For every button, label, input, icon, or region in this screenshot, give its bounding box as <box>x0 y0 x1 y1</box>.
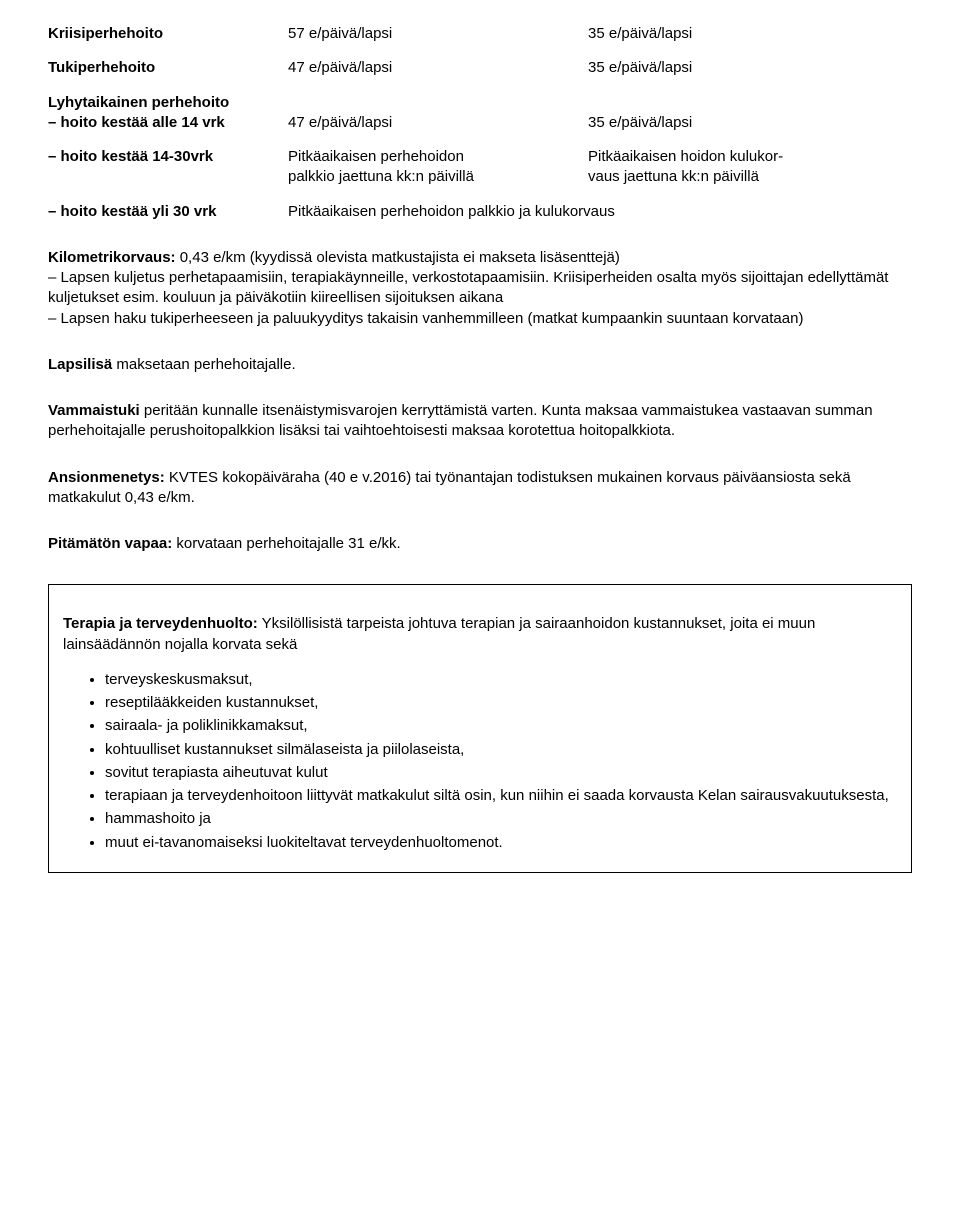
text-km-1: 0,43 e/km (kyydissä olevista matkustajis… <box>176 249 620 266</box>
text-km-2: – Lapsen kuljetus perhetapaamisiin, tera… <box>48 268 912 309</box>
list-item: hammashoito ja <box>105 809 897 829</box>
value-lyhyt-1-c3: 35 e/päivä/lapsi <box>588 113 912 133</box>
value-kriisi-c3: 35 e/päivä/lapsi <box>588 24 912 44</box>
label-km: Kilometrikorvaus: <box>48 249 176 266</box>
value-tuki-c2: 47 e/päivä/lapsi <box>288 58 588 78</box>
row-kriisi: Kriisiperhehoito 57 e/päivä/lapsi 35 e/p… <box>48 24 912 44</box>
value-kriisi-c2: 57 e/päivä/lapsi <box>288 24 588 44</box>
text-km-3: – Lapsen haku tukiperheeseen ja paluukyy… <box>48 309 912 329</box>
label-pitamaton: Pitämätön vapaa: <box>48 535 172 552</box>
list-item: reseptilääkkeiden kustannukset, <box>105 693 897 713</box>
label-lyhyt-1: – hoito kestää alle 14 vrk <box>48 113 288 133</box>
value-lyhyt-2-c2: Pitkäaikaisen perhehoidon palkkio jaettu… <box>288 147 588 188</box>
list-item: terveyskeskusmaksut, <box>105 670 897 690</box>
text-vammaistuki: peritään kunnalle itsenäistymisvarojen k… <box>48 402 873 439</box>
label-kriisi: Kriisiperhehoito <box>48 24 288 44</box>
section-km: Kilometrikorvaus: 0,43 e/km (kyydissä ol… <box>48 248 912 329</box>
rates-table: Kriisiperhehoito 57 e/päivä/lapsi 35 e/p… <box>48 24 912 222</box>
list-terapia: terveyskeskusmaksut, reseptilääkkeiden ku… <box>63 670 897 853</box>
value-lyhyt-3: Pitkäaikaisen perhehoidon palkkio ja kul… <box>288 202 912 222</box>
section-lapsilisa: Lapsilisä maksetaan perhehoitajalle. <box>48 355 912 375</box>
row-lyhyt-2: – hoito kestää 14-30vrk Pitkäaikaisen pe… <box>48 147 912 188</box>
label-lyhyt-3: – hoito kestää yli 30 vrk <box>48 202 288 222</box>
text-pitamaton: korvataan perhehoitajalle 31 e/kk. <box>172 535 400 552</box>
label-tuki: Tukiperhehoito <box>48 58 288 78</box>
text-lapsilisa: maksetaan perhehoitajalle. <box>112 356 295 373</box>
row-lyhyt-3: – hoito kestää yli 30 vrk Pitkäaikaisen … <box>48 202 912 222</box>
section-ansiomenetys: Ansionmenetys: KVTES kokopäiväraha (40 e… <box>48 468 912 509</box>
section-vammaistuki: Vammaistuki peritään kunnalle itsenäisty… <box>48 401 912 442</box>
list-item: sairaala- ja poliklinikkamaksut, <box>105 716 897 736</box>
text-ansiomenetys: KVTES kokopäiväraha (40 e v.2016) tai ty… <box>48 469 851 506</box>
label-vammaistuki: Vammaistuki <box>48 402 140 419</box>
list-item: kohtuulliset kustannukset silmälaseista … <box>105 740 897 760</box>
label-lapsilisa: Lapsilisä <box>48 356 112 373</box>
label-lyhyt-2: – hoito kestää 14-30vrk <box>48 147 288 188</box>
box-terapia: Terapia ja terveydenhuolto: Yksilöllisis… <box>48 584 912 873</box>
label-ansiomenetys: Ansionmenetys: <box>48 469 165 486</box>
value-lyhyt-1-c2: 47 e/päivä/lapsi <box>288 113 588 133</box>
section-pitamaton: Pitämätön vapaa: korvataan perhehoitajal… <box>48 534 912 554</box>
row-tuki: Tukiperhehoito 47 e/päivä/lapsi 35 e/päi… <box>48 58 912 78</box>
list-item: terapiaan ja terveydenhoitoon liittyvät … <box>105 786 897 806</box>
row-lyhyt-1: – hoito kestää alle 14 vrk 47 e/päivä/la… <box>48 113 912 133</box>
list-item: sovitut terapiasta aiheutuvat kulut <box>105 763 897 783</box>
value-tuki-c3: 35 e/päivä/lapsi <box>588 58 912 78</box>
value-lyhyt-2-c3: Pitkäaikaisen hoidon kulukor- vaus jaett… <box>588 147 912 188</box>
list-item: muut ei-tavanomaiseksi luokiteltavat ter… <box>105 833 897 853</box>
label-terapia: Terapia ja terveydenhuolto: <box>63 615 258 632</box>
row-lyhyt-header: Lyhytaikainen perhehoito <box>48 93 912 113</box>
label-lyhyt-header: Lyhytaikainen perhehoito <box>48 93 288 113</box>
